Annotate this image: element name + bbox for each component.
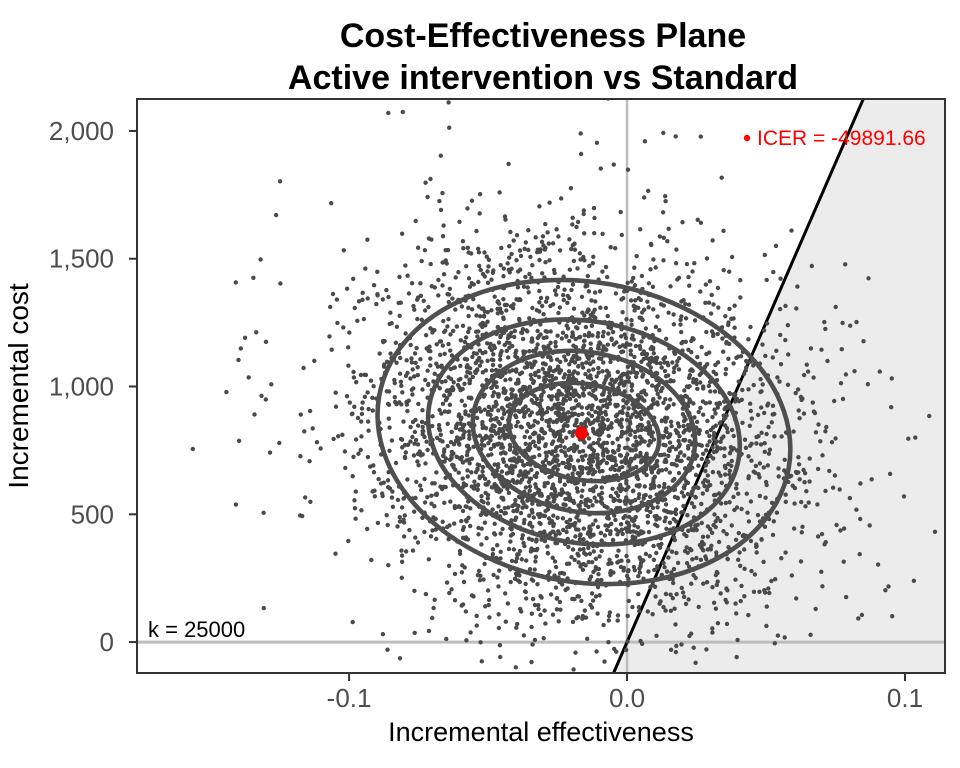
y-axis: 0 500 1,000 1,500 2,000 Incremental cost (3, 116, 137, 657)
density-contour-ring (425, 317, 743, 547)
y-tick-label: 500 (71, 499, 114, 529)
density-contour-ring (375, 277, 793, 587)
k-annotation: k = 25000 (148, 617, 245, 642)
y-axis-title: Incremental cost (3, 283, 34, 489)
x-axis-title: Incremental effectiveness (388, 717, 694, 747)
chart-title: Cost-Effectiveness Plane (340, 17, 746, 55)
density-contour-ring (506, 380, 662, 484)
x-tick-label: -0.1 (327, 683, 372, 713)
density-contours (375, 277, 793, 587)
icer-annotation: ICER = -49891.66 (743, 127, 926, 150)
y-tick-label: 1,000 (49, 372, 114, 402)
y-tick-label: 1,500 (49, 244, 114, 274)
x-tick-label: 0.1 (887, 683, 923, 713)
icer-legend-dot (743, 134, 751, 142)
wtp-line (612, 99, 865, 673)
mean-icer-point (574, 426, 588, 440)
x-axis: -0.1 0.0 0.1 Incremental effectiveness (327, 673, 923, 747)
scatter-points (190, 99, 945, 672)
y-tick-label: 2,000 (49, 116, 114, 146)
y-tick-label: 0 (100, 627, 114, 657)
icer-label: ICER = -49891.66 (757, 127, 926, 150)
x-tick-label: 0.0 (609, 683, 645, 713)
density-contour-ring (470, 348, 698, 516)
chart-subtitle: Active intervention vs Standard (288, 59, 798, 97)
